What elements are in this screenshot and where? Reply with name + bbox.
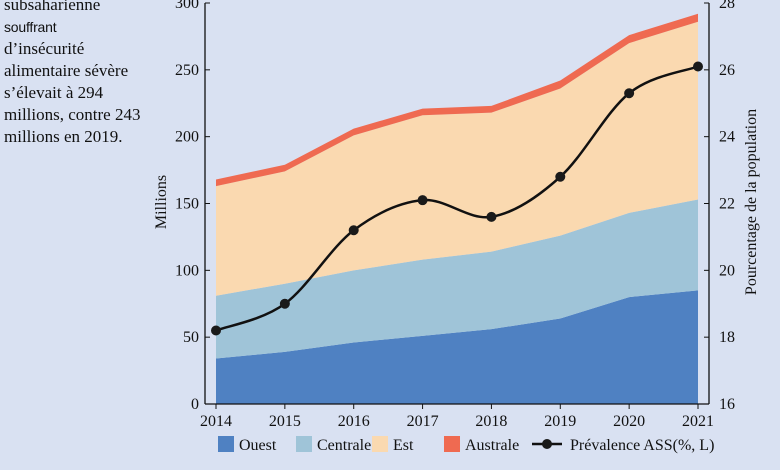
prevalence-point bbox=[211, 325, 221, 336]
sidebar-line: subsaharienne bbox=[4, 0, 101, 14]
legend-label-australe: Australe bbox=[465, 437, 519, 454]
prevalence-point bbox=[555, 171, 566, 182]
prevalence-point bbox=[486, 211, 497, 222]
legend-label-prevalence: Prévalence ASS(%, L) bbox=[570, 437, 714, 454]
axes-layer: 0 50 100 150 200 250 300 16 18 20 22 24 26 28 2014 2015… bbox=[175, 0, 735, 430]
y2-tick-label: 26 bbox=[719, 62, 735, 79]
x-tick-label: 2021 bbox=[682, 413, 714, 430]
area-australe bbox=[216, 13, 698, 187]
legend-label-centrale: Centrale bbox=[317, 437, 371, 454]
x-tick-label: 2018 bbox=[475, 413, 507, 430]
area-ouest bbox=[216, 290, 698, 404]
y2-tick-label: 24 bbox=[719, 129, 735, 146]
legend: Ouest Centrale Est Australe Prévalence ASS(%… bbox=[218, 436, 714, 454]
x-tick-label: 2020 bbox=[613, 413, 645, 430]
y2-axis-label: Pourcentage de la population bbox=[743, 109, 760, 295]
y-tick-label: 200 bbox=[175, 129, 199, 146]
legend-swatch-centrale bbox=[296, 436, 312, 452]
sidebar-line: alimentaire sévère bbox=[4, 61, 129, 80]
sidebar-line: millions, contre 243 bbox=[4, 105, 141, 124]
y-tick-label: 150 bbox=[175, 196, 199, 213]
y-tick-label: 100 bbox=[175, 262, 199, 279]
prevalence-line bbox=[215, 65, 699, 332]
y-tick-label: 300 bbox=[175, 0, 199, 12]
prevalence-point bbox=[417, 195, 428, 206]
sidebar-line: d’insécurité bbox=[4, 39, 85, 58]
prevalence-point bbox=[624, 88, 635, 99]
legend-swatch-ouest bbox=[218, 436, 234, 452]
legend-swatch-australe bbox=[444, 436, 460, 452]
prevalence-point bbox=[279, 298, 290, 309]
y2-tick-label: 16 bbox=[719, 396, 735, 413]
legend-label-ouest: Ouest bbox=[239, 437, 277, 454]
area-est bbox=[216, 21, 698, 296]
x-tick-label: 2014 bbox=[200, 413, 232, 430]
x-tick-label: 2019 bbox=[544, 413, 576, 430]
y-tick-label: 250 bbox=[175, 62, 199, 79]
y-tick-label: 0 bbox=[191, 396, 199, 413]
prevalence-point bbox=[348, 225, 359, 236]
area-centrale bbox=[216, 199, 698, 359]
y2-tick-label: 28 bbox=[719, 0, 735, 12]
sidebar-line: millions en 2019. bbox=[4, 127, 123, 146]
y2-tick-label: 20 bbox=[719, 262, 735, 279]
sidebar-line: s’élevait à 294 bbox=[4, 83, 104, 102]
area-layer bbox=[216, 13, 698, 404]
legend-swatch-est bbox=[372, 436, 388, 452]
sidebar-text: subsaharienne souffrant d’insécurité ali… bbox=[4, 0, 154, 148]
y2-tick-label: 18 bbox=[719, 329, 735, 346]
y-axis-label: Millions bbox=[153, 175, 170, 229]
sidebar-line: souffrant bbox=[4, 19, 57, 35]
prevalence-line-layer bbox=[211, 61, 703, 336]
x-tick-label: 2015 bbox=[269, 413, 301, 430]
x-tick-label: 2016 bbox=[338, 413, 370, 430]
prevalence-point bbox=[693, 61, 703, 72]
legend-marker bbox=[542, 439, 552, 449]
legend-label-est: Est bbox=[393, 437, 414, 454]
y-tick-label: 50 bbox=[183, 329, 199, 346]
x-tick-label: 2017 bbox=[407, 413, 439, 430]
y2-tick-label: 22 bbox=[719, 196, 735, 213]
